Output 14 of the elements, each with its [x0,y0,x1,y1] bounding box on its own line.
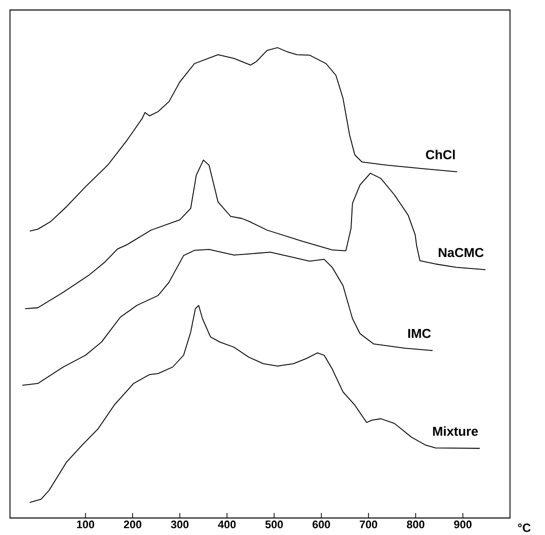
x-tick-label: 900 [454,520,472,528]
x-tick-label: 100 [77,520,94,528]
x-tick-label: 600 [312,520,330,528]
x-tick-label: 800 [406,520,424,528]
x-tick-label: 500 [265,520,283,528]
series-label: Mixture [433,426,478,436]
x-tick-label: 300 [170,520,188,528]
x-tick-label: 700 [360,520,378,528]
x-tick-label: 400 [218,520,236,528]
series-label: NaCMC [438,248,484,258]
series-label: IMC [408,328,431,338]
x-axis-title: °C [518,524,531,532]
series-label: ChCl [426,150,455,160]
x-tick-label: 200 [124,520,142,528]
